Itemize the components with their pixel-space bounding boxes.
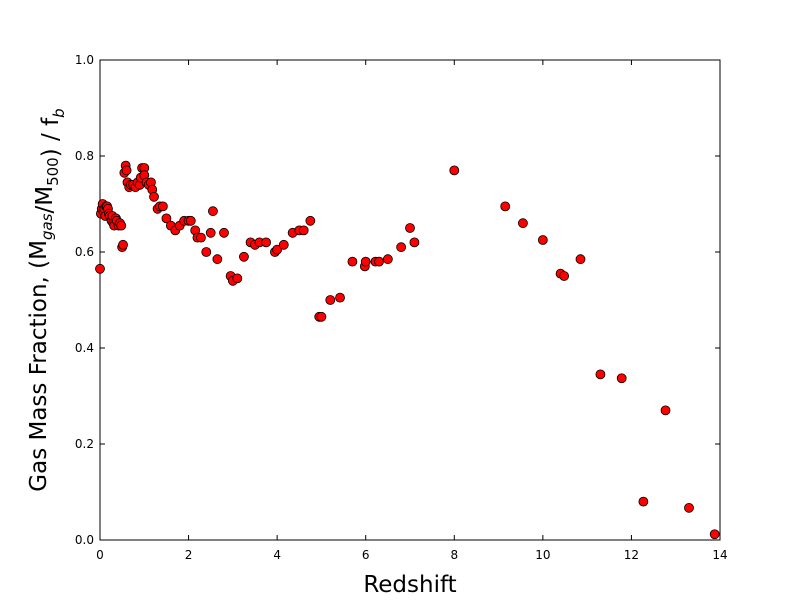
data-point [374,256,384,267]
x-tick-label: 12 [624,548,639,562]
data-point [239,251,249,262]
data-point [559,271,570,281]
data-point [261,237,271,248]
y-tick-label: 0.4 [75,341,94,355]
data-point [208,206,218,217]
x-tick-label: 8 [450,548,458,562]
y-axis-title-subscript: 500 [44,157,62,186]
data-point [212,254,223,265]
data-point [196,232,206,243]
x-tick-label: 2 [185,548,193,562]
data-point [118,239,128,250]
data-point [335,292,345,303]
data-point [305,215,316,226]
y-axis-title-part: ) / f [38,117,64,157]
data-point [95,263,105,274]
data-point [405,223,415,233]
data-point [360,256,371,267]
data-point [347,256,358,267]
plot-frame [99,59,721,541]
data-point [449,165,460,176]
y-tick-label: 0.6 [75,245,94,259]
data-point [298,225,309,236]
x-tick-label: 4 [273,548,281,562]
y-axis-title-part: Gas Mass Fraction, (M [26,240,52,492]
data-point [161,213,172,224]
data-point [272,244,283,255]
x-tick-label: 6 [362,548,370,562]
data-point [616,373,627,384]
data-point [157,201,168,212]
data-point [325,295,336,305]
data-points [95,160,720,540]
y-axis-title: Gas Mass Fraction, (Mgas/M500) / fb [26,108,68,491]
data-point [595,369,606,380]
data-point [660,405,671,416]
y-axis-title-subscript: gas [38,213,56,240]
data-point [500,201,511,212]
data-point [684,502,694,513]
data-point [409,237,420,248]
data-point [149,191,159,202]
data-point [382,254,393,265]
y-axis-title-subscript: b [50,108,68,118]
data-point [316,311,327,322]
data-point [219,227,229,238]
x-tick-label: 10 [535,548,550,562]
data-point [205,227,216,238]
y-tick-label: 0.8 [75,149,94,163]
data-point [185,215,196,226]
y-tick-label: 0.2 [75,437,94,451]
data-point [396,242,407,253]
y-axis-title-part: /M [32,186,58,214]
data-point [518,218,528,229]
y-tick-label: 1.0 [75,53,94,67]
data-point [278,239,289,250]
data-point [201,247,212,257]
axis-ticks: 0 2 4 6 8 10 12 14 0.0 0.2 0.4 0.6 0.8 1.0 [75,53,728,562]
data-point [575,254,586,265]
data-point [537,235,548,245]
data-point [232,273,243,284]
x-tick-label: 0 [96,548,104,562]
data-point [709,529,720,540]
data-point [116,220,127,231]
data-point [121,165,132,176]
data-point [638,496,649,507]
x-tick-label: 14 [712,548,727,562]
x-axis-title: Redshift [363,572,456,598]
y-tick-label: 0.0 [75,533,94,547]
